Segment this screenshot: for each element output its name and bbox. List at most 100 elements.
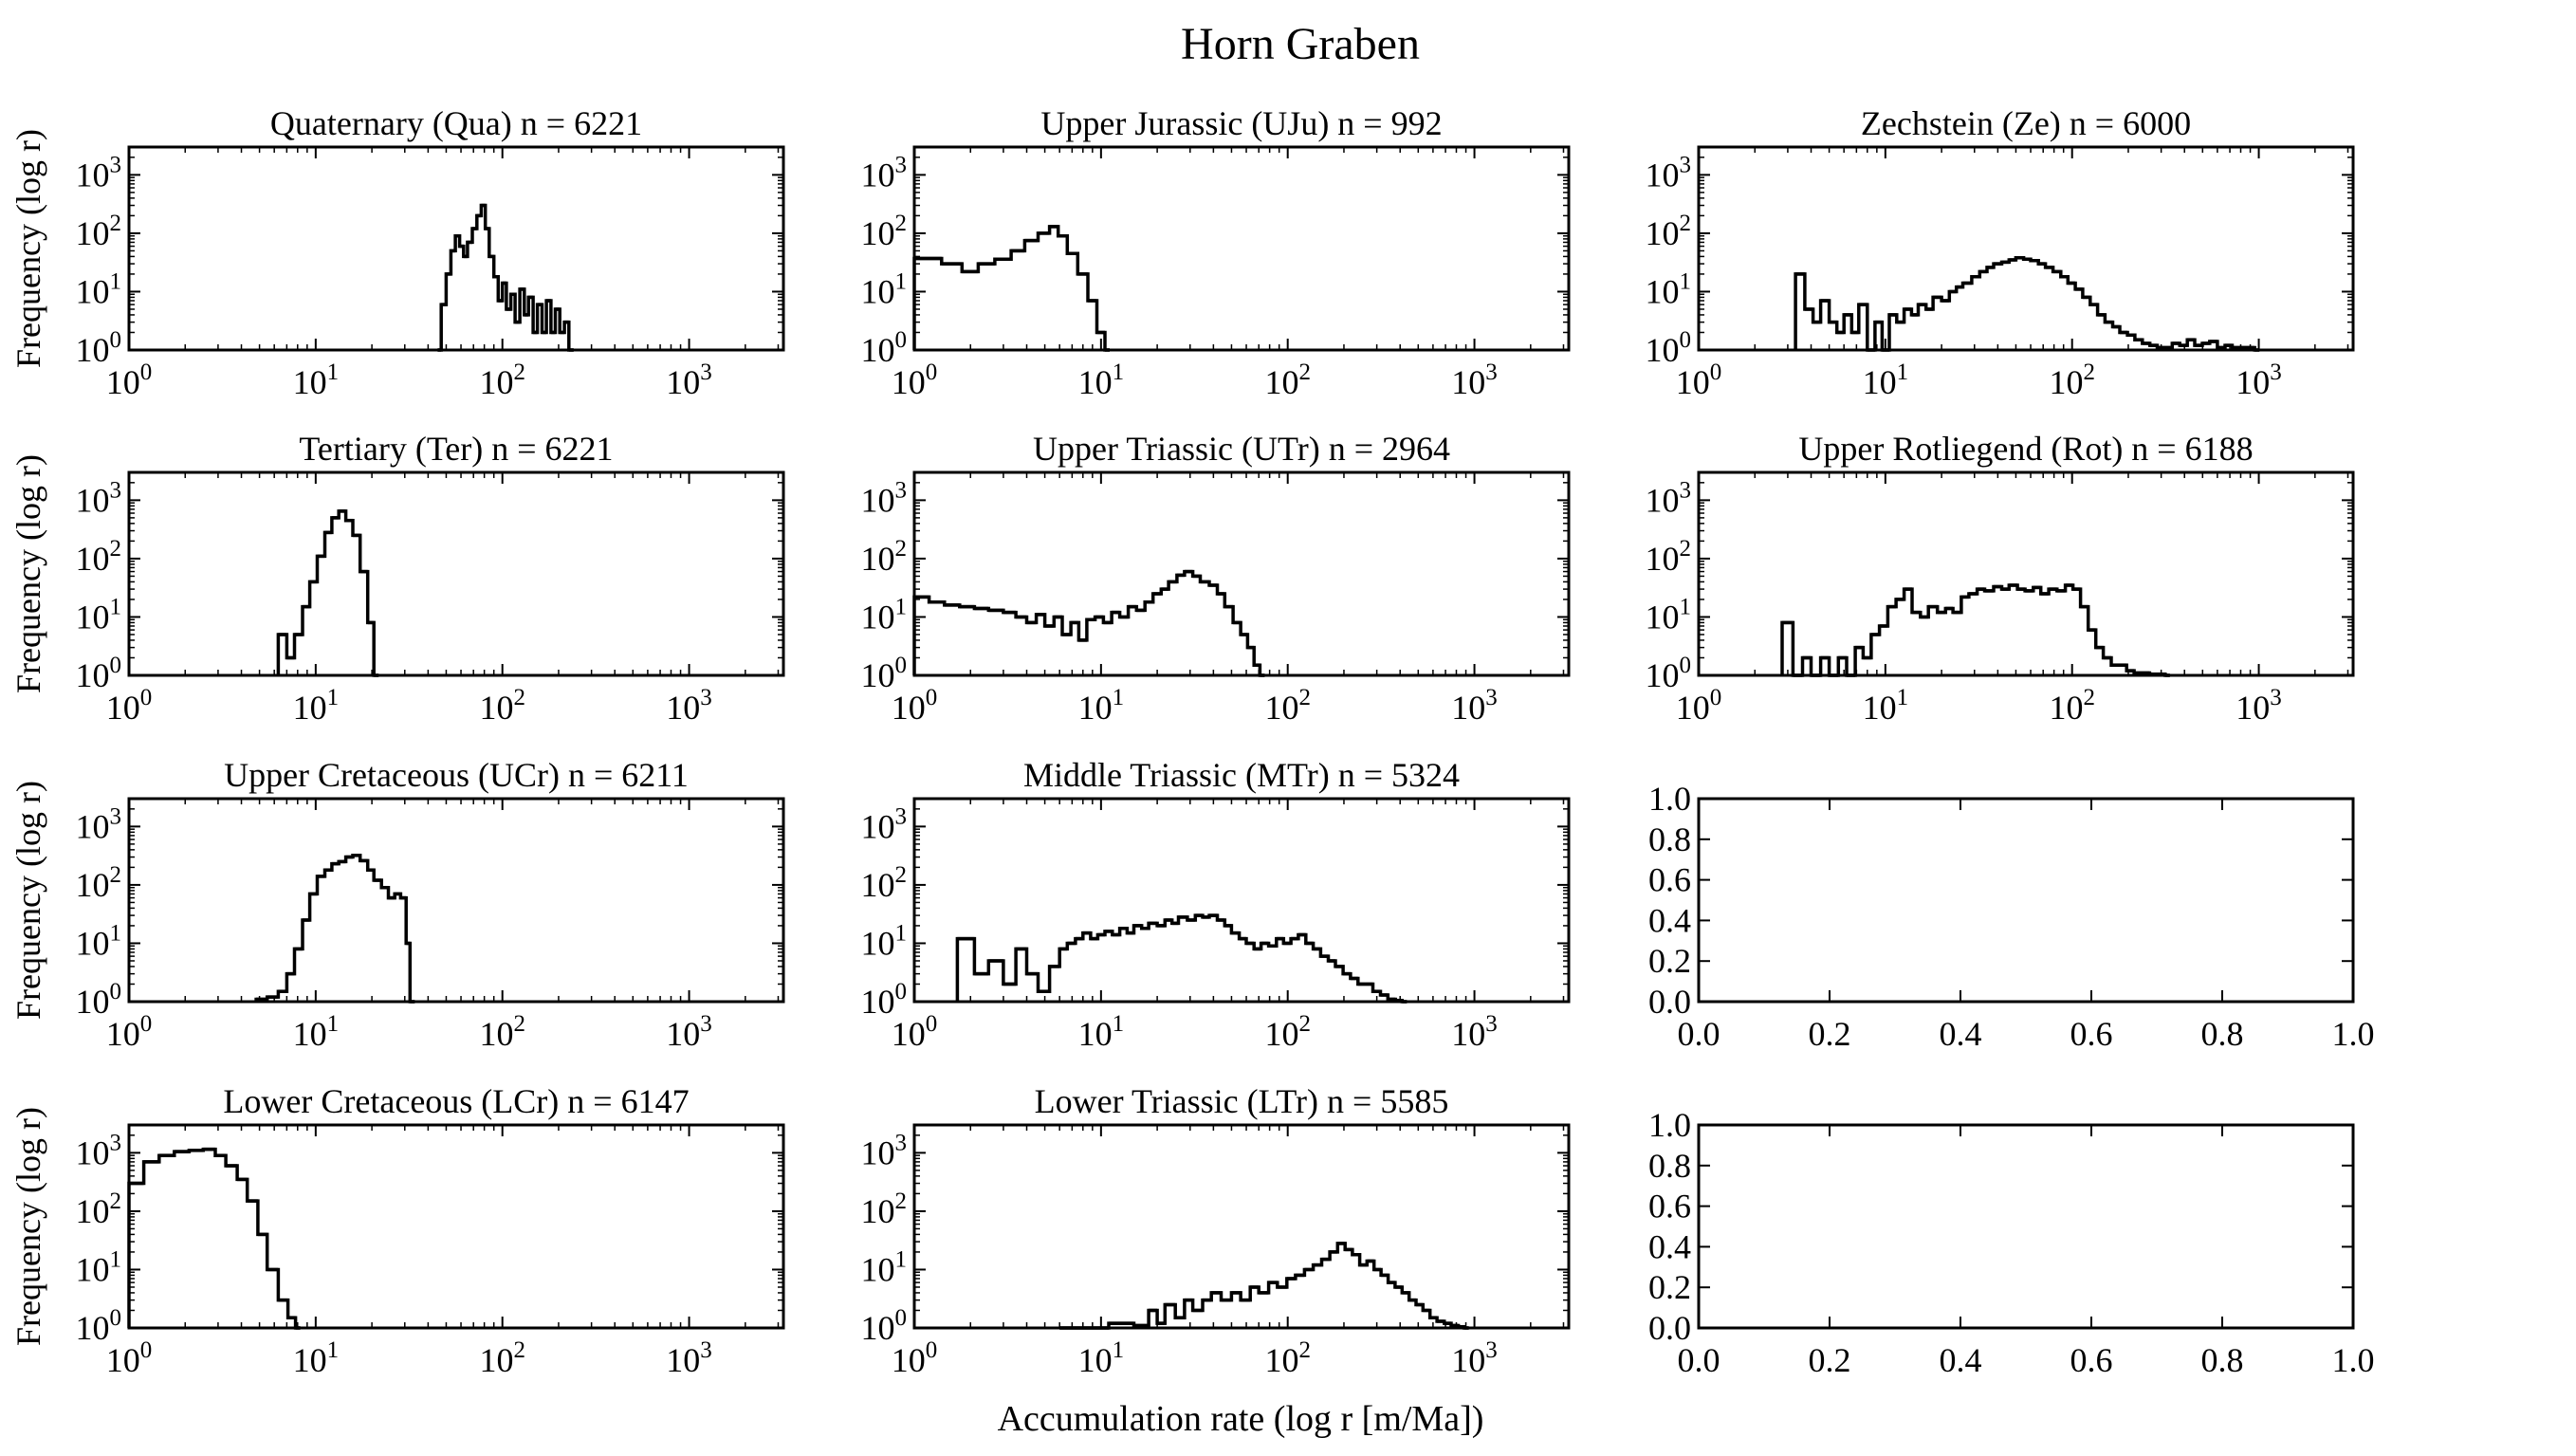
x-tick-label: 102: [2049, 359, 2095, 401]
x-tick-label: 100: [1676, 685, 1722, 727]
y-axis-label: Frequency (log r): [9, 1107, 47, 1346]
y-tick-label: 100: [76, 979, 122, 1021]
y-tick-label: 102: [76, 1189, 122, 1230]
axes-frame: [912, 470, 1571, 677]
x-tick-label: 0.4: [1940, 1341, 1982, 1379]
x-tick-label: 103: [666, 1337, 712, 1379]
y-tick-label: 101: [76, 1246, 122, 1288]
x-tick-label: 100: [892, 1337, 938, 1379]
y-tick-label: 101: [76, 920, 122, 962]
x-tick-label: 101: [1078, 359, 1125, 401]
y-tick-label: 0.0: [1648, 1309, 1691, 1347]
panel-ltr: Lower Triassic (LTr) n = 5585 100 101 102 10…: [861, 1082, 1571, 1379]
y-tick-label: 102: [861, 536, 908, 578]
y-tick-label: 103: [861, 477, 908, 519]
x-tick-label: 101: [1863, 685, 1909, 727]
y-tick-label: 0.0: [1648, 983, 1691, 1021]
y-tick-label: 0.4: [1648, 1227, 1691, 1265]
panel-title: Middle Triassic (MTr) n = 5324: [1023, 756, 1460, 794]
x-tick-label: 103: [2236, 359, 2282, 401]
panel-title: Upper Jurassic (UJu) n = 992: [1040, 104, 1442, 142]
x-tick-label: 102: [1264, 359, 1311, 401]
y-tick-label: 102: [861, 862, 908, 904]
y-tick-label: 102: [76, 211, 122, 252]
x-tick-label: 103: [1451, 1337, 1498, 1379]
x-tick-label: 102: [1264, 685, 1311, 727]
x-tick-label: 102: [2049, 685, 2095, 727]
x-tick-label: 103: [2236, 685, 2282, 727]
axes-frame: [912, 1123, 1571, 1330]
y-tick-label: 103: [861, 1130, 908, 1171]
x-tick-label: 0.8: [2201, 1341, 2244, 1379]
x-tick-label: 101: [293, 1337, 340, 1379]
y-tick-label: 100: [861, 979, 908, 1021]
y-tick-label: 101: [861, 268, 908, 310]
panel-ucr: Upper Cretaceous (UCr) n = 6211 Frequency…: [9, 756, 785, 1053]
x-tick-label: 103: [1451, 685, 1498, 727]
y-tick-label: 101: [1646, 268, 1692, 310]
x-tick-label: 0.0: [1678, 1015, 1720, 1053]
panel-title: Quaternary (Qua) n = 6221: [270, 104, 642, 142]
histogram-series: [912, 225, 1110, 352]
x-tick-label: 102: [479, 1337, 525, 1379]
panel-title: Tertiary (Ter) n = 6221: [299, 430, 613, 468]
x-tick-label: 102: [1264, 1011, 1311, 1053]
y-tick-label: 0.8: [1648, 820, 1691, 858]
x-tick-label: 1.0: [2332, 1015, 2375, 1053]
x-tick-label: 0.4: [1940, 1015, 1982, 1053]
y-tick-label: 100: [861, 327, 908, 369]
x-tick-label: 1.0: [2332, 1341, 2375, 1379]
y-tick-label: 103: [76, 152, 122, 194]
panel-empty1: 0.0 0.2 0.4 0.6 0.8 1.00.00.20.40.60.81.0: [1648, 780, 2375, 1053]
y-tick-label: 103: [1646, 152, 1692, 194]
y-axis-label: Frequency (log r): [9, 781, 47, 1020]
panel-ter: Tertiary (Ter) n = 6221 Frequency (log r)…: [9, 430, 785, 727]
y-tick-label: 0.2: [1648, 942, 1691, 980]
histogram-series: [127, 1147, 301, 1330]
y-tick-label: 103: [1646, 477, 1692, 519]
x-tick-label: 102: [479, 685, 525, 727]
x-tick-label: 100: [1676, 359, 1722, 401]
figure-title: Horn Graben: [1181, 19, 1420, 69]
x-tick-label: 101: [1078, 685, 1125, 727]
y-tick-label: 102: [1646, 211, 1692, 252]
y-tick-label: 100: [861, 1305, 908, 1347]
x-tick-label: 101: [293, 359, 340, 401]
x-tick-label: 103: [1451, 1011, 1498, 1053]
y-tick-label: 103: [76, 1130, 122, 1171]
panel-empty2: 0.0 0.2 0.4 0.6 0.8 1.00.00.20.40.60.81.0: [1648, 1106, 2375, 1379]
axes-frame: [127, 797, 785, 1004]
y-tick-label: 100: [1646, 327, 1692, 369]
histogram-series: [1780, 583, 2170, 677]
y-tick-label: 0.6: [1648, 861, 1691, 899]
panel-rot: Upper Rotliegend (Rot) n = 6188 100 101 102…: [1646, 430, 2355, 727]
y-tick-label: 1.0: [1648, 1106, 1691, 1144]
y-tick-label: 103: [861, 152, 908, 194]
x-tick-label: 102: [479, 1011, 525, 1053]
histogram-series: [912, 569, 1265, 677]
y-tick-label: 102: [861, 211, 908, 252]
axes-frame: [127, 145, 785, 352]
x-tick-label: 102: [479, 359, 525, 401]
x-tick-label: 103: [666, 685, 712, 727]
y-tick-label: 1.0: [1648, 780, 1691, 818]
panel-mtr: Middle Triassic (MTr) n = 5324 100 101 102 1…: [861, 756, 1571, 1053]
panel-title: Upper Rotliegend (Rot) n = 6188: [1798, 430, 2253, 468]
x-tick-label: 100: [892, 1011, 938, 1053]
y-tick-label: 101: [861, 1246, 908, 1288]
y-tick-label: 100: [76, 1305, 122, 1347]
y-tick-label: 101: [861, 920, 908, 962]
histogram-series: [1059, 1242, 1469, 1330]
axes-frame: [1697, 1123, 2355, 1330]
axes-frame: [1697, 145, 2355, 352]
y-axis-label: Frequency (log r): [9, 129, 47, 368]
x-tick-label: 101: [1078, 1337, 1125, 1379]
y-tick-label: 101: [76, 268, 122, 310]
axes-frame: [1697, 470, 2355, 677]
y-tick-label: 103: [76, 477, 122, 519]
y-tick-label: 100: [861, 653, 908, 694]
y-tick-label: 102: [861, 1189, 908, 1230]
x-tick-label: 102: [1264, 1337, 1311, 1379]
x-tick-label: 0.2: [1809, 1341, 1851, 1379]
y-tick-label: 101: [76, 594, 122, 636]
